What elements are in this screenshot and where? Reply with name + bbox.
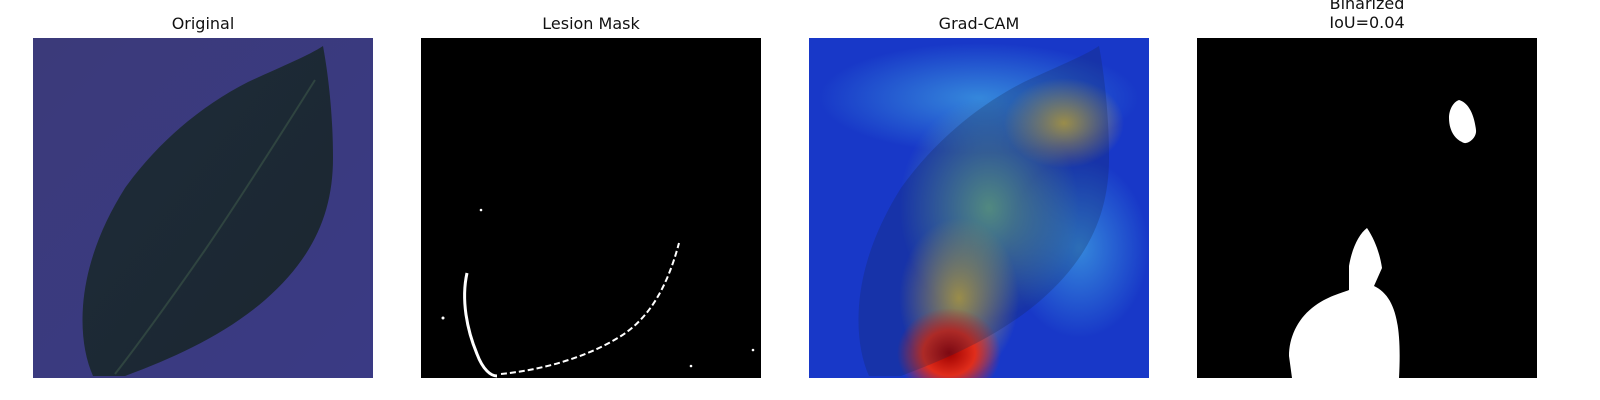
gradcam-panel: Grad-CAM — [809, 0, 1149, 400]
panel-title: Original — [171, 14, 235, 33]
lesion-mask-panel: Lesion Mask — [421, 0, 761, 400]
panel-title: Grad-CAM — [938, 14, 1020, 33]
binarized-mask-image — [1197, 38, 1537, 378]
lesion-mask-image — [421, 38, 761, 378]
binarized-panel: Binarized IoU=0.04 — [1197, 0, 1537, 400]
panel-title: Binarized IoU=0.04 — [1197, 0, 1537, 32]
panel-title: Lesion Mask — [542, 14, 640, 33]
original-leaf-image — [33, 38, 373, 378]
panel-title-line1: Binarized — [1329, 0, 1405, 13]
original-panel: Original — [33, 0, 373, 400]
panel-title-line2: IoU=0.04 — [1329, 13, 1405, 32]
gradcam-heatmap-image — [809, 38, 1149, 378]
